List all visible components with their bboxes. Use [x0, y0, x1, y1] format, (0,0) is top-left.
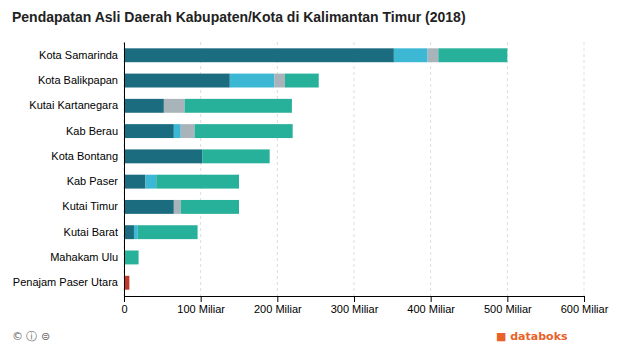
tick-label: 300 Miliar: [331, 303, 379, 315]
tick-label: Mahakam Ulu: [50, 251, 118, 263]
tick: Mahakam Ulu: [50, 251, 124, 263]
tick-label: 600 Miliar: [561, 303, 609, 315]
tick: Kab Berau: [66, 125, 124, 137]
value-axis: 0 100 Miliar 200 Miliar 300 Miliar 400 Milia…: [121, 296, 608, 315]
tick: 600 Miliar: [561, 296, 609, 315]
tick: Kutai Kartanegara: [29, 99, 124, 111]
tick: Kota Samarinda: [39, 49, 124, 61]
bar: [129, 276, 130, 290]
tick-label: 0: [121, 303, 127, 315]
bar: [181, 200, 239, 214]
bars: [124, 48, 507, 289]
bar: [185, 99, 292, 113]
bar: [138, 225, 198, 239]
plot: 0 100 Miliar 200 Miliar 300 Miliar 400 Milia…: [13, 42, 609, 315]
tick-mark: [584, 296, 585, 302]
bar: [195, 124, 293, 138]
tick: Kab Paser: [67, 175, 124, 187]
annotation: ■ databoks: [496, 330, 568, 343]
tick-mark: [201, 296, 202, 302]
series: [124, 48, 394, 289]
bar: [129, 276, 130, 290]
bar: [164, 99, 185, 113]
tick-label: Kota Samarinda: [39, 49, 119, 61]
tick-label: Penajam Paser Utara: [13, 276, 119, 288]
bar: [124, 200, 174, 214]
bar: [124, 48, 394, 62]
annotation: © ⓘ ⊜: [12, 330, 50, 343]
tick: 200 Miliar: [254, 296, 302, 315]
chart: Pendapatan Asli Daerah Kabupaten/Kota di…: [0, 0, 620, 348]
tick-mark: [124, 296, 125, 302]
bar: [124, 74, 230, 88]
grid-line: [354, 42, 355, 296]
tick: 100 Miliar: [177, 296, 225, 315]
tick: Kutai Barat: [64, 226, 124, 238]
tick: 400 Miliar: [407, 296, 455, 315]
tick: 0: [121, 296, 127, 315]
series: [134, 48, 428, 239]
tick-label: Kab Berau: [66, 125, 118, 137]
tick-mark: [431, 296, 432, 302]
axis-line: [125, 297, 585, 303]
grid-line: [584, 42, 585, 296]
bar: [394, 48, 428, 62]
series: [164, 48, 438, 214]
tick-mark: [354, 296, 355, 302]
bar: [230, 74, 274, 88]
tick-label: Kutai Kartanegara: [29, 99, 119, 111]
tick: Kutai Timur: [62, 200, 124, 212]
title: Pendapatan Asli Daerah Kabupaten/Kota di…: [12, 9, 466, 25]
tick: Kota Bontang: [51, 150, 124, 162]
bar: [156, 175, 239, 189]
tick: 300 Miliar: [331, 296, 379, 315]
category-axis: Penajam Paser Utara Mahakam Ulu Kutai Bara…: [13, 43, 125, 297]
bar: [145, 175, 156, 189]
bar: [438, 48, 507, 62]
tick-label: 200 Miliar: [254, 303, 302, 315]
tick: Penajam Paser Utara: [13, 276, 124, 288]
bar: [174, 200, 181, 214]
axis-line: [124, 43, 125, 297]
series: [124, 48, 507, 264]
bar: [124, 149, 202, 163]
bar: [124, 251, 139, 265]
bar: [181, 124, 195, 138]
tick-label: 400 Miliar: [407, 303, 455, 315]
bar: [285, 74, 319, 88]
bar: [428, 48, 439, 62]
tick-label: 100 Miliar: [177, 303, 225, 315]
tick-label: 500 Miliar: [484, 303, 532, 315]
tick: Kota Balikpapan: [38, 74, 124, 86]
tick-label: Kota Balikpapan: [38, 74, 118, 86]
bar: [124, 175, 145, 189]
bar: [129, 276, 130, 290]
bar: [134, 225, 138, 239]
bar: [174, 124, 181, 138]
grid-line: [430, 42, 431, 296]
bar: [124, 124, 174, 138]
tick: 500 Miliar: [484, 296, 532, 315]
bar: [274, 74, 285, 88]
grid-line: [507, 42, 508, 296]
grid-line: [124, 42, 125, 296]
grid: [124, 42, 584, 296]
tick-label: Kab Paser: [67, 175, 119, 187]
tick-mark: [277, 296, 278, 302]
bar: [124, 225, 134, 239]
tick-label: Kutai Barat: [64, 226, 118, 238]
bar: [124, 99, 164, 113]
tick-mark: [507, 296, 508, 302]
tick-label: Kota Bontang: [51, 150, 118, 162]
tick-label: Kutai Timur: [62, 200, 118, 212]
bar: [202, 149, 269, 163]
